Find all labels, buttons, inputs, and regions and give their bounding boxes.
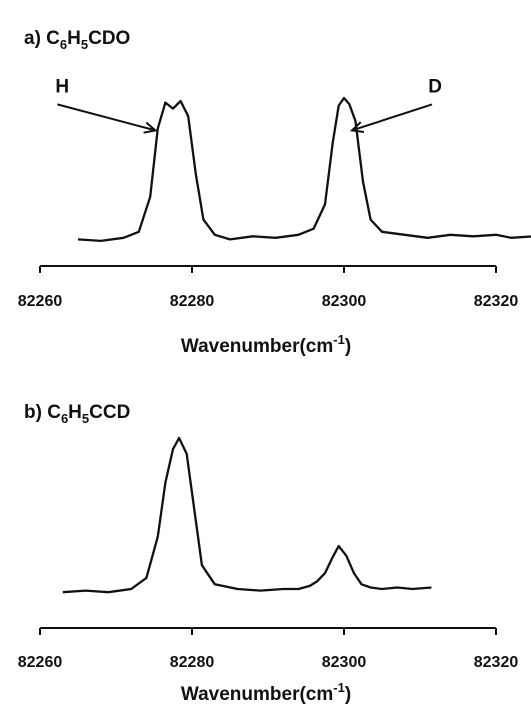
- title-text: b) C: [24, 402, 61, 423]
- x-tick-label: 82260: [18, 293, 63, 310]
- x-axis-label: Wavenumber(cm-1): [181, 332, 351, 357]
- annotation-arrow: [57, 103, 156, 132]
- title-subscript: 6: [60, 37, 67, 52]
- title-text: CCD: [89, 402, 130, 423]
- spectrum-trace: [77, 96, 531, 243]
- x-tick-label: 82280: [170, 654, 215, 671]
- x-tick-label: 82300: [322, 654, 367, 671]
- title-subscript: 5: [82, 411, 89, 426]
- title-subscript: 6: [61, 411, 68, 426]
- title-text: H: [68, 402, 82, 423]
- x-tick-label: 82300: [322, 293, 367, 310]
- panel-a-title: a) C6H5CDO: [24, 28, 130, 52]
- x-tick-label: 82260: [18, 654, 63, 671]
- title-text: a) C: [24, 28, 60, 49]
- annotation-h: H: [55, 76, 69, 97]
- spectrum-trace: [62, 436, 432, 594]
- x-tick-label: 82320: [474, 293, 519, 310]
- title-text: CDO: [88, 28, 130, 49]
- panel-b: b) C6H5CCD 82260 82280 82300 82320 Wavenumber…: [18, 402, 519, 705]
- x-axis-label: Wavenumber(cm-1): [181, 680, 351, 705]
- panel-b-title: b) C6H5CCD: [24, 402, 130, 426]
- x-tick-label: 82280: [170, 293, 215, 310]
- x-tick-label: 82320: [474, 654, 519, 671]
- title-subscript: 5: [81, 37, 88, 52]
- annotation-arrow: [351, 103, 433, 132]
- title-text: H: [67, 28, 81, 49]
- arrow-head: [349, 121, 365, 133]
- arrow-head: [143, 121, 158, 134]
- annotation-d: D: [428, 76, 442, 97]
